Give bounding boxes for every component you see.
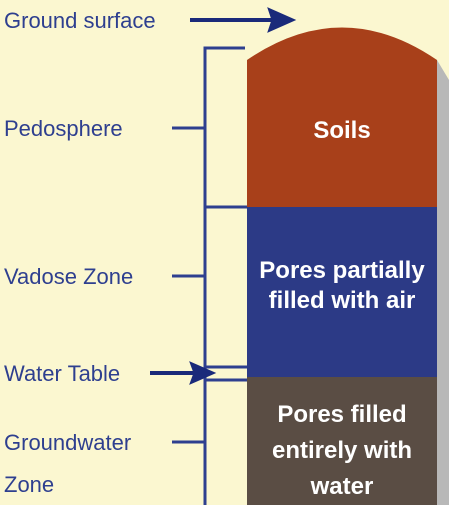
layer-label: water [310, 473, 374, 500]
label: Zone [4, 472, 54, 497]
soils-layer [247, 27, 437, 207]
label: Water Table [4, 361, 120, 386]
label: Vadose Zone [4, 264, 133, 289]
layer-label: Pores partially [259, 257, 425, 284]
column-side [437, 60, 449, 505]
vadose-layer [247, 207, 437, 377]
groundwater-layer [247, 377, 437, 505]
label: Ground surface [4, 8, 156, 33]
brackets [172, 46, 247, 505]
layer-label: entirely with [272, 437, 412, 464]
arrows [150, 7, 297, 385]
label: Pedosphere [4, 116, 123, 141]
layer-label: filled with air [269, 287, 416, 314]
layer-label: Soils [313, 117, 370, 144]
label: Groundwater [4, 430, 131, 455]
layer-label: Pores filled [277, 401, 406, 428]
